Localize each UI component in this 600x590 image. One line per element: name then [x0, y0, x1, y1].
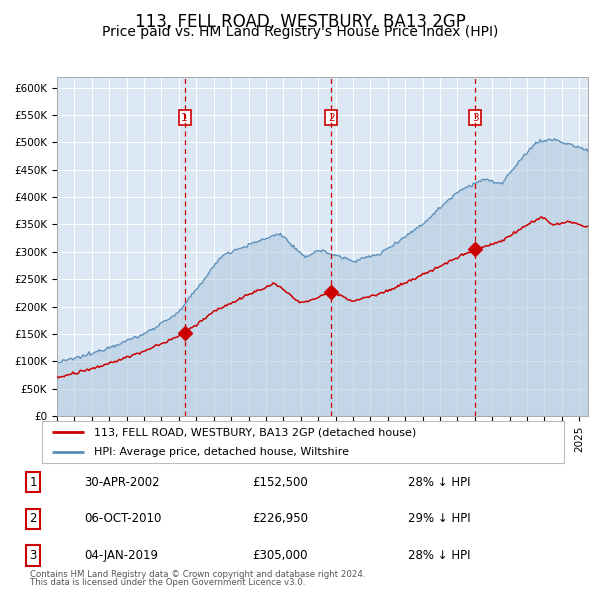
Text: 2: 2 [328, 113, 335, 123]
Text: 30-APR-2002: 30-APR-2002 [84, 476, 160, 489]
Text: Price paid vs. HM Land Registry's House Price Index (HPI): Price paid vs. HM Land Registry's House … [102, 25, 498, 40]
Text: 28% ↓ HPI: 28% ↓ HPI [408, 549, 470, 562]
Text: HPI: Average price, detached house, Wiltshire: HPI: Average price, detached house, Wilt… [94, 447, 349, 457]
Text: 3: 3 [29, 549, 37, 562]
Text: 113, FELL ROAD, WESTBURY, BA13 2GP: 113, FELL ROAD, WESTBURY, BA13 2GP [134, 13, 466, 31]
Text: This data is licensed under the Open Government Licence v3.0.: This data is licensed under the Open Gov… [30, 578, 305, 587]
Text: 28% ↓ HPI: 28% ↓ HPI [408, 476, 470, 489]
Text: 113, FELL ROAD, WESTBURY, BA13 2GP (detached house): 113, FELL ROAD, WESTBURY, BA13 2GP (deta… [94, 427, 416, 437]
Text: 29% ↓ HPI: 29% ↓ HPI [408, 512, 470, 526]
Text: £305,000: £305,000 [252, 549, 308, 562]
Text: Contains HM Land Registry data © Crown copyright and database right 2024.: Contains HM Land Registry data © Crown c… [30, 571, 365, 579]
Text: 1: 1 [181, 113, 188, 123]
Text: 3: 3 [472, 113, 478, 123]
Text: 04-JAN-2019: 04-JAN-2019 [84, 549, 158, 562]
Text: 1: 1 [29, 476, 37, 489]
Text: 06-OCT-2010: 06-OCT-2010 [84, 512, 161, 526]
Text: £226,950: £226,950 [252, 512, 308, 526]
Text: £152,500: £152,500 [252, 476, 308, 489]
Text: 2: 2 [29, 512, 37, 526]
